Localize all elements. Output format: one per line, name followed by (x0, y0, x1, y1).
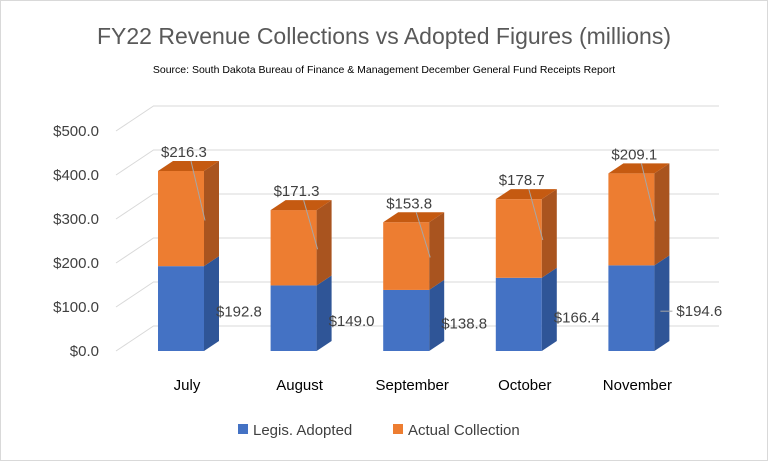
bar-legis-adopted (608, 265, 655, 351)
bar-side-face (429, 279, 445, 351)
bar-actual-collection (270, 210, 317, 286)
legend-label: Actual Collection (408, 422, 520, 439)
bar-actual-collection (158, 170, 204, 267)
bar-legis-adopted (270, 285, 317, 351)
bar-side-face (429, 212, 445, 290)
data-label-actual: $171.3 (274, 183, 320, 200)
bar-side-face (316, 275, 332, 351)
data-label-adopted: $194.6 (676, 303, 722, 320)
data-labels: $216.3 $192.8 $171.3 $149.0 $153.8 $138.8 $178… (161, 144, 722, 332)
category-labels: July August September October November (174, 377, 672, 394)
bar-actual-collection (608, 173, 655, 266)
data-label-adopted: $192.8 (216, 304, 262, 321)
category-label: July (174, 377, 201, 394)
bar-legis-adopted (158, 266, 204, 351)
bar-side-face (654, 255, 670, 351)
bar-side-face (541, 267, 557, 351)
bar-actual-collection (383, 222, 430, 290)
bar-actual-collection (495, 199, 542, 278)
bar-top-face (383, 212, 445, 223)
bar-side-face (541, 189, 557, 278)
y-tick-label: $200.0 (53, 255, 99, 272)
data-label-actual: $178.7 (499, 172, 545, 189)
legend-swatch (238, 424, 248, 434)
bar-legis-adopted (495, 277, 542, 351)
bar-top-face (608, 163, 670, 174)
legend: Legis. Adopted Actual Collection (238, 422, 520, 439)
y-tick-label: $100.0 (53, 299, 99, 316)
y-tick-label: $0.0 (70, 343, 99, 360)
data-label-actual: $153.8 (386, 195, 432, 212)
label-leader-line (640, 163, 656, 222)
gridline (115, 105, 719, 132)
y-axis-ticks: $0.0 $100.0 $200.0 $300.0 $400.0 $500.0 (53, 123, 99, 360)
legend-label: Legis. Adopted (253, 422, 352, 439)
category-label: August (276, 377, 324, 394)
category-label: September (376, 377, 449, 394)
label-leader-line (528, 189, 544, 241)
y-tick-label: $300.0 (53, 211, 99, 228)
data-label-adopted: $166.4 (554, 309, 600, 326)
bar-top-face (270, 200, 332, 211)
category-label: November (603, 377, 672, 394)
bar-legis-adopted (383, 289, 430, 351)
data-label-adopted: $149.0 (329, 313, 375, 330)
y-tick-label: $400.0 (53, 167, 99, 184)
label-leaders (190, 160, 673, 312)
category-label: October (498, 377, 551, 394)
label-leader-line (303, 199, 319, 250)
gridline (115, 149, 719, 176)
data-label-adopted: $138.8 (441, 315, 487, 332)
chart-subtitle: Source: South Dakota Bureau of Finance &… (153, 64, 615, 76)
label-leader-line (415, 212, 431, 258)
data-label-actual: $216.3 (161, 144, 207, 161)
y-tick-label: $500.0 (53, 123, 99, 140)
bar-top-face (158, 160, 219, 171)
legend-swatch (393, 424, 403, 434)
bar-top-face (495, 189, 557, 200)
data-label-actual: $209.1 (611, 146, 657, 163)
label-leader-line (190, 160, 206, 221)
bar-side-face (654, 163, 670, 266)
bars (158, 160, 670, 351)
bar-side-face (316, 200, 332, 286)
chart-title: FY22 Revenue Collections vs Adopted Figu… (97, 23, 671, 49)
bar-side-face (204, 160, 219, 267)
bar-side-face (204, 256, 219, 351)
